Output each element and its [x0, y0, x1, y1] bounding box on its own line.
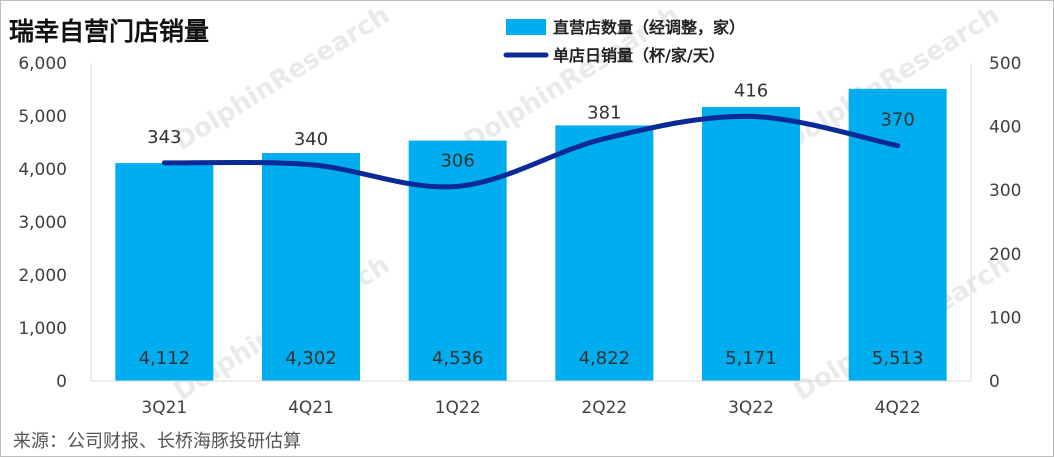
bar-4Q21 [262, 152, 360, 381]
bar-data-label: 4,302 [285, 348, 337, 369]
y-left-tick-label: 3,000 [18, 213, 67, 233]
y-right-tick-label: 100 [989, 308, 1021, 328]
line-data-label: 381 [587, 103, 621, 124]
y-left-tick-label: 5,000 [18, 107, 67, 127]
y-left-tick-label: 0 [56, 372, 67, 392]
x-category-label: 3Q21 [141, 398, 187, 418]
line-daily-sales [161, 113, 901, 190]
legend-line-label: 单店日销量（杯/家/天） [553, 46, 725, 65]
bar-data-label: 5,513 [872, 348, 924, 369]
line-data-label: 343 [147, 127, 181, 148]
y-left-tick-label: 1,000 [18, 319, 67, 339]
bar-data-label: 5,171 [725, 348, 777, 369]
x-category-label: 1Q22 [435, 398, 481, 418]
legend-bar-label: 直营店数量（经调整，家） [553, 18, 745, 37]
bar-3Q21 [115, 163, 214, 381]
bar-series: 4,112 4,302 4,536 4,822 5,171 5,513 [115, 88, 947, 382]
y-axis-right: 0 100 200 300 400 500 [970, 54, 1021, 392]
y-right-tick-label: 0 [989, 372, 1000, 392]
x-category-label: 4Q21 [288, 398, 334, 418]
x-category-label: 3Q22 [728, 398, 774, 418]
y-axis-left: 0 1,000 2,000 3,000 4,000 5,000 6,000 [18, 54, 92, 392]
legend-bar-swatch [506, 19, 546, 35]
legend: 直营店数量（经调整，家） 单店日销量（杯/家/天） [503, 18, 745, 65]
x-category-label: 2Q22 [581, 398, 627, 418]
bar-data-label: 4,536 [432, 348, 484, 369]
bar-2Q22 [555, 125, 654, 382]
y-right-tick-label: 300 [989, 181, 1021, 201]
line-series: 343 340 306 381 416 370 [147, 80, 915, 190]
line-data-label: 416 [734, 80, 768, 101]
chart-title: 瑞幸自营门店销量 [9, 17, 209, 46]
source-note: 来源：公司财报、长桥海豚投研估算 [13, 431, 301, 452]
bar-3Q22 [702, 106, 800, 381]
line-data-label: 340 [294, 129, 328, 150]
bar-1Q22 [408, 140, 507, 381]
y-left-tick-label: 2,000 [18, 266, 67, 286]
y-left-tick-label: 4,000 [18, 160, 67, 180]
bar-data-label: 4,112 [139, 348, 191, 369]
line-data-label: 370 [880, 110, 914, 131]
bar-data-label: 4,822 [579, 348, 631, 369]
x-category-label: 4Q22 [875, 398, 921, 418]
bar-4Q22 [848, 88, 947, 381]
y-right-tick-label: 400 [989, 118, 1021, 138]
x-axis: 3Q21 4Q21 1Q22 2Q22 3Q22 4Q22 [91, 380, 971, 418]
y-right-tick-label: 200 [989, 245, 1021, 265]
y-right-tick-label: 500 [989, 54, 1021, 74]
y-left-tick-label: 6,000 [18, 54, 67, 74]
line-data-label: 306 [440, 150, 474, 171]
